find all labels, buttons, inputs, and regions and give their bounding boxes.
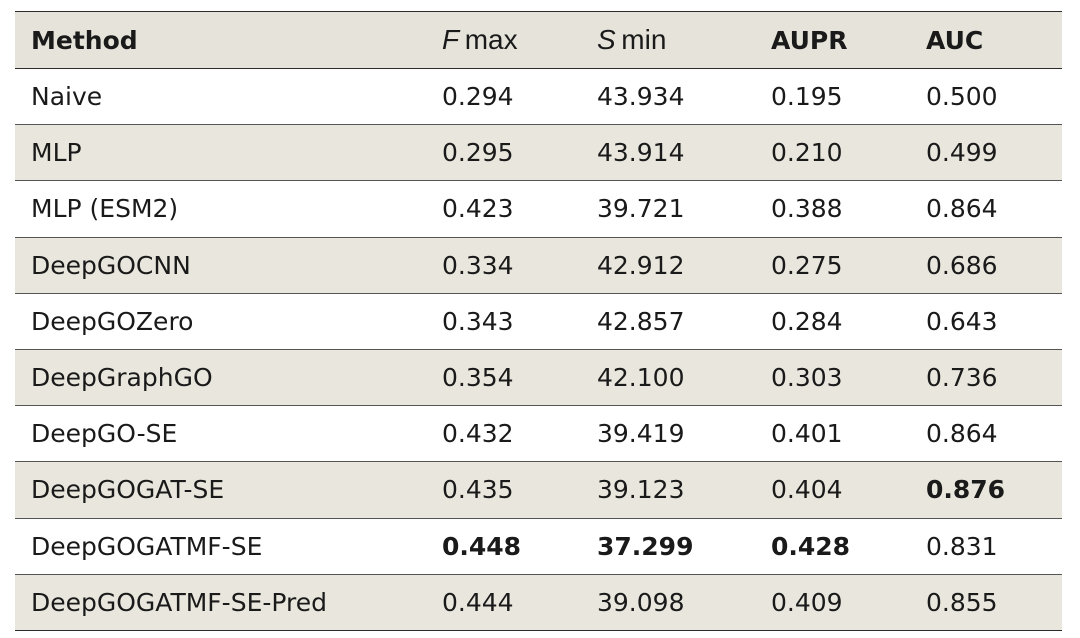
cell-aupr: 0.409 bbox=[771, 587, 843, 617]
cell-method: DeepGO-SE bbox=[31, 419, 178, 449]
cell-fmax: 0.423 bbox=[442, 194, 514, 224]
cell-aupr: 0.210 bbox=[771, 138, 843, 168]
cell-smin: 39.721 bbox=[597, 194, 685, 224]
header-aupr: AUPR bbox=[771, 25, 848, 55]
cell-method: DeepGOCNN bbox=[31, 250, 191, 280]
cell-smin: 43.914 bbox=[597, 138, 685, 168]
cell-method: DeepGOGATMF-SE-Pred bbox=[31, 587, 328, 617]
table-row: Naive 0.294 43.934 0.195 0.500 bbox=[15, 69, 1062, 126]
table-row: DeepGOGATMF-SE 0.448 37.299 0.428 0.831 bbox=[15, 519, 1062, 575]
header-smin-symbol: S bbox=[597, 24, 616, 55]
cell-aupr: 0.401 bbox=[771, 419, 843, 449]
table-body: Naive 0.294 43.934 0.195 0.500 MLP 0.295 43.914… bbox=[15, 69, 1062, 631]
cell-method: DeepGraphGO bbox=[31, 363, 213, 393]
table-row: DeepGOGAT-SE 0.435 39.123 0.404 0.876 bbox=[15, 462, 1062, 519]
results-table: Method F max S min AUPR AUC Naive 0.294 43… bbox=[15, 11, 1062, 631]
cell-aupr: 0.303 bbox=[771, 363, 843, 393]
table-row: DeepGOGATMF-SE-Pred 0.444 39.098 0.409 0.855 bbox=[15, 574, 1062, 631]
cell-smin: 42.912 bbox=[597, 250, 685, 280]
cell-method: MLP (ESM2) bbox=[31, 194, 179, 224]
header-auc: AUC bbox=[926, 25, 984, 55]
cell-fmax: 0.343 bbox=[442, 306, 514, 336]
header-fmax-suffix: max bbox=[464, 24, 518, 55]
cell-fmax: 0.295 bbox=[442, 138, 514, 168]
table-row: DeepGOZero 0.343 42.857 0.284 0.643 bbox=[15, 294, 1062, 350]
cell-method: MLP bbox=[31, 138, 82, 168]
cell-smin: 42.100 bbox=[597, 363, 685, 393]
table-header-row: Method F max S min AUPR AUC bbox=[15, 12, 1062, 69]
cell-smin: 37.299 bbox=[597, 531, 694, 561]
cell-aupr: 0.388 bbox=[771, 194, 843, 224]
header-fmax-symbol: F bbox=[442, 24, 460, 55]
cell-aupr: 0.275 bbox=[771, 250, 843, 280]
header-method: Method bbox=[31, 25, 138, 55]
cell-fmax: 0.334 bbox=[442, 250, 514, 280]
table-row: MLP 0.295 43.914 0.210 0.499 bbox=[15, 125, 1062, 182]
cell-smin: 39.098 bbox=[597, 587, 685, 617]
cell-auc: 0.643 bbox=[926, 306, 998, 336]
cell-auc: 0.686 bbox=[926, 250, 998, 280]
header-smin: S min bbox=[583, 24, 757, 56]
cell-smin: 42.857 bbox=[597, 306, 685, 336]
cell-auc: 0.855 bbox=[926, 587, 998, 617]
cell-aupr: 0.284 bbox=[771, 306, 843, 336]
cell-auc: 0.864 bbox=[926, 419, 998, 449]
cell-smin: 43.934 bbox=[597, 82, 685, 112]
cell-fmax: 0.432 bbox=[442, 419, 514, 449]
table-row: DeepGO-SE 0.432 39.419 0.401 0.864 bbox=[15, 406, 1062, 463]
cell-method: DeepGOGAT-SE bbox=[31, 475, 225, 505]
header-smin-suffix: min bbox=[621, 24, 667, 55]
cell-smin: 39.123 bbox=[597, 475, 685, 505]
table-row: DeepGraphGO 0.354 42.100 0.303 0.736 bbox=[15, 349, 1062, 407]
cell-aupr: 0.428 bbox=[771, 531, 851, 561]
table-row: MLP (ESM2) 0.423 39.721 0.388 0.864 bbox=[15, 181, 1062, 238]
cell-auc: 0.876 bbox=[926, 475, 1006, 505]
cell-aupr: 0.195 bbox=[771, 82, 843, 112]
cell-auc: 0.499 bbox=[926, 138, 998, 168]
cell-fmax: 0.435 bbox=[442, 475, 514, 505]
cell-aupr: 0.404 bbox=[771, 475, 843, 505]
cell-auc: 0.736 bbox=[926, 363, 998, 393]
cell-fmax: 0.294 bbox=[442, 82, 514, 112]
cell-auc: 0.831 bbox=[926, 531, 998, 561]
cell-fmax: 0.448 bbox=[442, 531, 522, 561]
cell-method: DeepGOGATMF-SE bbox=[31, 531, 263, 561]
cell-fmax: 0.444 bbox=[442, 587, 514, 617]
cell-auc: 0.864 bbox=[926, 194, 998, 224]
cell-smin: 39.419 bbox=[597, 419, 685, 449]
cell-auc: 0.500 bbox=[926, 82, 998, 112]
cell-fmax: 0.354 bbox=[442, 363, 514, 393]
cell-method: DeepGOZero bbox=[31, 306, 194, 336]
cell-method: Naive bbox=[31, 82, 103, 112]
header-fmax: F max bbox=[427, 24, 583, 56]
table-row: DeepGOCNN 0.334 42.912 0.275 0.686 bbox=[15, 237, 1062, 294]
